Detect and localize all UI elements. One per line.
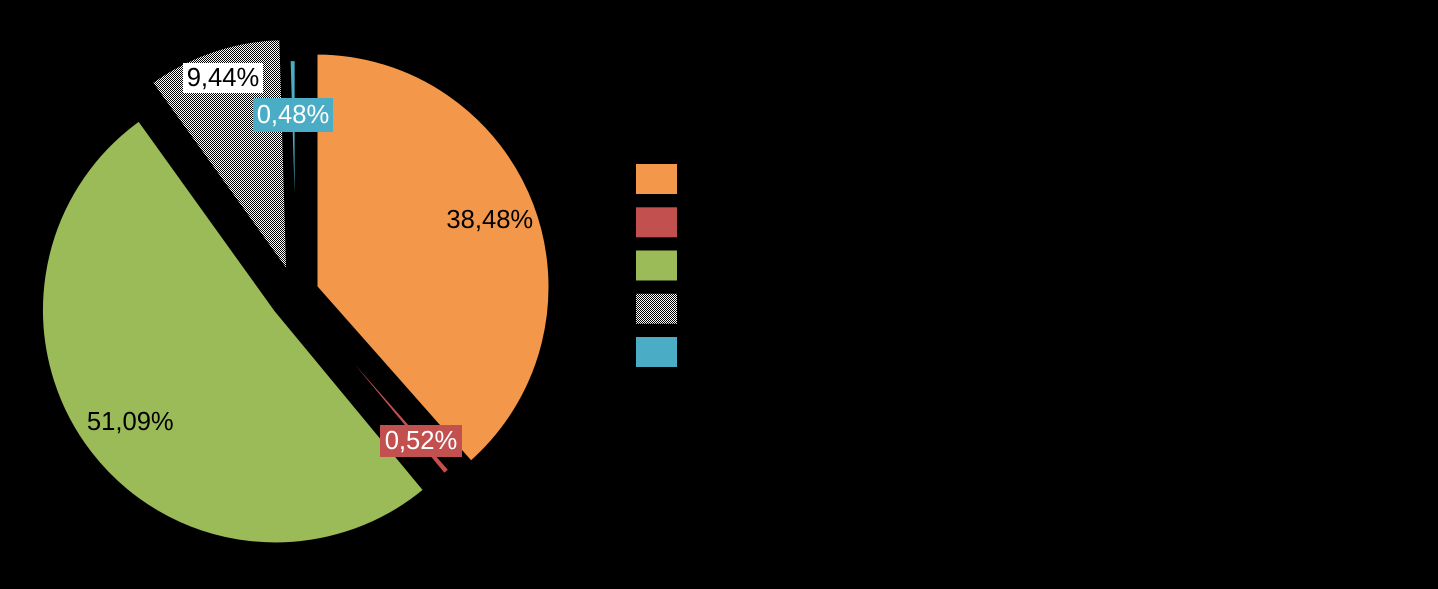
svg-text:38,48%: 38,48%: [446, 206, 533, 234]
svg-text:0,48%: 0,48%: [257, 101, 330, 129]
svg-text:9,44%: 9,44%: [187, 64, 260, 92]
svg-text:51,09%: 51,09%: [87, 408, 174, 436]
svg-text:0,52%: 0,52%: [385, 427, 458, 455]
